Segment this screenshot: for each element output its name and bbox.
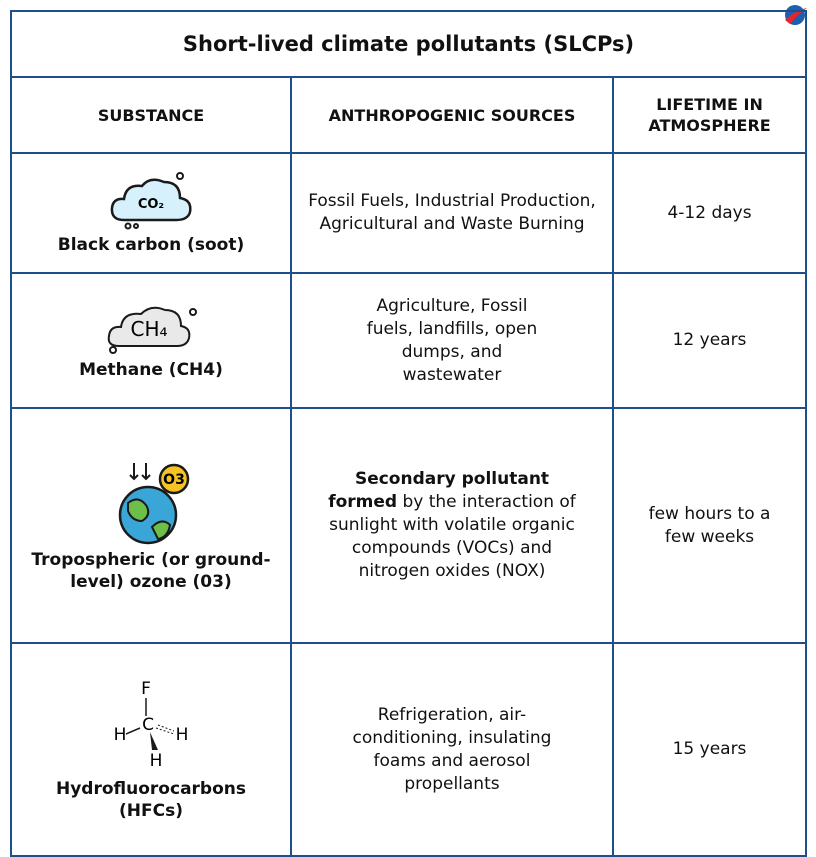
slcp-table: Short-lived climate pollutants (SLCPs) S… [10,10,807,857]
icon-label: CO₂ [138,197,164,212]
page: Short-lived climate pollutants (SLCPs) S… [0,0,816,852]
atom-label: C [142,715,154,735]
sources-text: Secondary pollutant formed by the intera… [327,468,577,583]
icon-label: CH₄ [130,317,167,341]
co2-icon: CO₂ [106,170,196,230]
sources-cell: Refrigeration, air-conditioning, insulat… [291,643,613,856]
substance-cell: F C H H H Hydrofluorocarbons (HFCs) [11,643,291,856]
substance-cell: O3 Tropospheric (or ground-level) ozone … [11,408,291,643]
sources-cell: Fossil Fuels, Industrial Production, Agr… [291,153,613,273]
lifetime-cell: 15 years [613,643,806,856]
atom-label: H [176,725,189,745]
substance-cell: CO₂ Black carbon (soot) [11,153,291,273]
sources-text: Refrigeration, air-conditioning, insulat… [352,704,552,796]
substance-name: Black carbon (soot) [22,234,280,256]
sources-cell: Agriculture, Fossil fuels, landfills, op… [291,273,613,408]
lifetime-cell: 4-12 days [613,153,806,273]
substance-cell: CH₄ Methane (CH4) [11,273,291,408]
column-header: SUBSTANCE [11,77,291,153]
ch4-icon: CH₄ [101,300,201,355]
column-header: LIFETIME IN ATMOSPHERE [613,77,806,153]
ozone-icon: O3 [106,459,196,545]
column-header: ANTHROPOGENIC SOURCES [291,77,613,153]
lifetime-text: few hours to a few weeks [635,503,785,549]
substance-name: Tropospheric (or ground-level) ozone (03… [22,549,280,593]
substance-name: Methane (CH4) [22,359,280,381]
atom-label: H [114,725,127,745]
icon-label: O3 [163,472,185,488]
sources-cell: Secondary pollutant formed by the intera… [291,408,613,643]
substance-name: Hydrofluorocarbons (HFCs) [22,778,280,822]
atom-label: F [141,679,151,699]
hfc-structure: F C H H H [106,678,196,774]
atom-label: H [150,751,163,771]
lifetime-cell: 12 years [613,273,806,408]
table-title: Short-lived climate pollutants (SLCPs) [11,11,806,77]
sources-text: Agriculture, Fossil fuels, landfills, op… [352,295,552,387]
lifetime-cell: few hours to a few weeks [613,408,806,643]
